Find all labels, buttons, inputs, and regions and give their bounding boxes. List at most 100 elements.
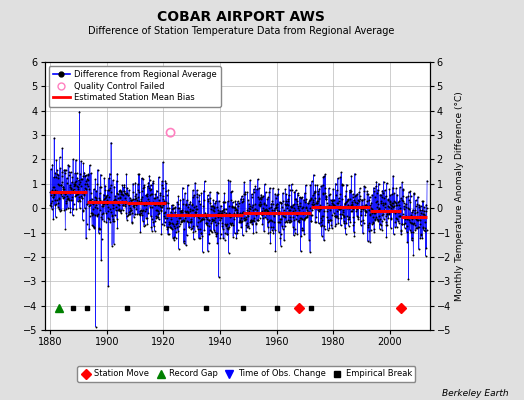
Point [271, 248, 279, 254]
Point [366, 211, 375, 218]
Point [214, 207, 223, 213]
Point [289, 202, 297, 208]
Point [112, 207, 120, 213]
Point [48, 187, 56, 194]
Point [170, 212, 179, 218]
Point [67, 197, 75, 204]
Point [184, 209, 192, 215]
Point [298, 216, 307, 222]
Point [391, 219, 400, 225]
Point [359, 216, 367, 223]
Point [287, 210, 296, 216]
Point [85, 203, 94, 210]
Point [371, 216, 379, 222]
Point [276, 216, 284, 222]
Point [300, 216, 308, 223]
Point [106, 205, 115, 212]
Point [181, 208, 189, 214]
Point [352, 192, 360, 198]
Point [195, 235, 203, 241]
Point [420, 208, 428, 214]
Point [151, 213, 160, 219]
Point [93, 212, 101, 218]
Point [121, 199, 129, 205]
Point [182, 242, 190, 248]
Point [386, 205, 395, 211]
Point [415, 204, 423, 210]
Point [235, 200, 243, 206]
Point [137, 175, 146, 181]
Point [102, 193, 111, 199]
Point [48, 206, 56, 212]
Point [395, 209, 403, 216]
Point [79, 217, 87, 223]
Point [410, 190, 418, 196]
Point [119, 184, 128, 190]
Point [225, 220, 234, 226]
Point [133, 210, 141, 217]
Point [348, 194, 357, 201]
Point [247, 217, 255, 224]
Point [259, 215, 267, 222]
Point [189, 223, 198, 229]
Point [209, 206, 217, 213]
Point [148, 228, 156, 234]
Point [179, 196, 188, 202]
Point [211, 219, 220, 226]
Point [241, 190, 249, 197]
Point [416, 217, 424, 224]
Point [62, 175, 71, 181]
Point [93, 212, 101, 219]
Point [54, 196, 63, 202]
Point [181, 190, 189, 196]
Point [99, 201, 107, 208]
Point [160, 210, 169, 217]
Point [309, 172, 318, 178]
Point [70, 186, 78, 192]
Point [276, 216, 285, 222]
Point [187, 216, 195, 222]
Point [306, 182, 314, 188]
Point [331, 213, 339, 219]
Point [48, 184, 57, 190]
Point [238, 232, 247, 238]
Point [375, 205, 384, 211]
Point [119, 202, 127, 208]
Point [133, 200, 141, 206]
Point [305, 198, 313, 204]
Point [309, 199, 318, 205]
Point [156, 192, 165, 198]
Point [149, 199, 157, 206]
Point [422, 201, 430, 208]
Point [255, 201, 263, 207]
Point [196, 201, 204, 208]
Point [319, 191, 328, 197]
Point [350, 228, 358, 235]
Point [76, 171, 84, 177]
Point [139, 184, 147, 191]
Point [188, 194, 196, 200]
Point [139, 223, 148, 230]
Point [228, 203, 236, 209]
Point [106, 185, 114, 192]
Point [107, 208, 115, 215]
Point [151, 218, 159, 224]
Point [138, 194, 147, 200]
Point [93, 198, 102, 205]
Point [373, 198, 381, 204]
Point [290, 216, 298, 223]
Point [400, 221, 409, 227]
Point [313, 198, 321, 204]
Point [96, 196, 105, 203]
Point [187, 218, 195, 225]
Point [366, 238, 374, 245]
Point [283, 201, 292, 208]
Point [337, 181, 346, 188]
Point [249, 207, 257, 214]
Point [188, 207, 196, 214]
Point [114, 207, 123, 214]
Point [325, 217, 334, 224]
Point [172, 221, 180, 228]
Text: Difference of Station Temperature Data from Regional Average: Difference of Station Temperature Data f… [88, 26, 394, 36]
Point [301, 214, 310, 220]
